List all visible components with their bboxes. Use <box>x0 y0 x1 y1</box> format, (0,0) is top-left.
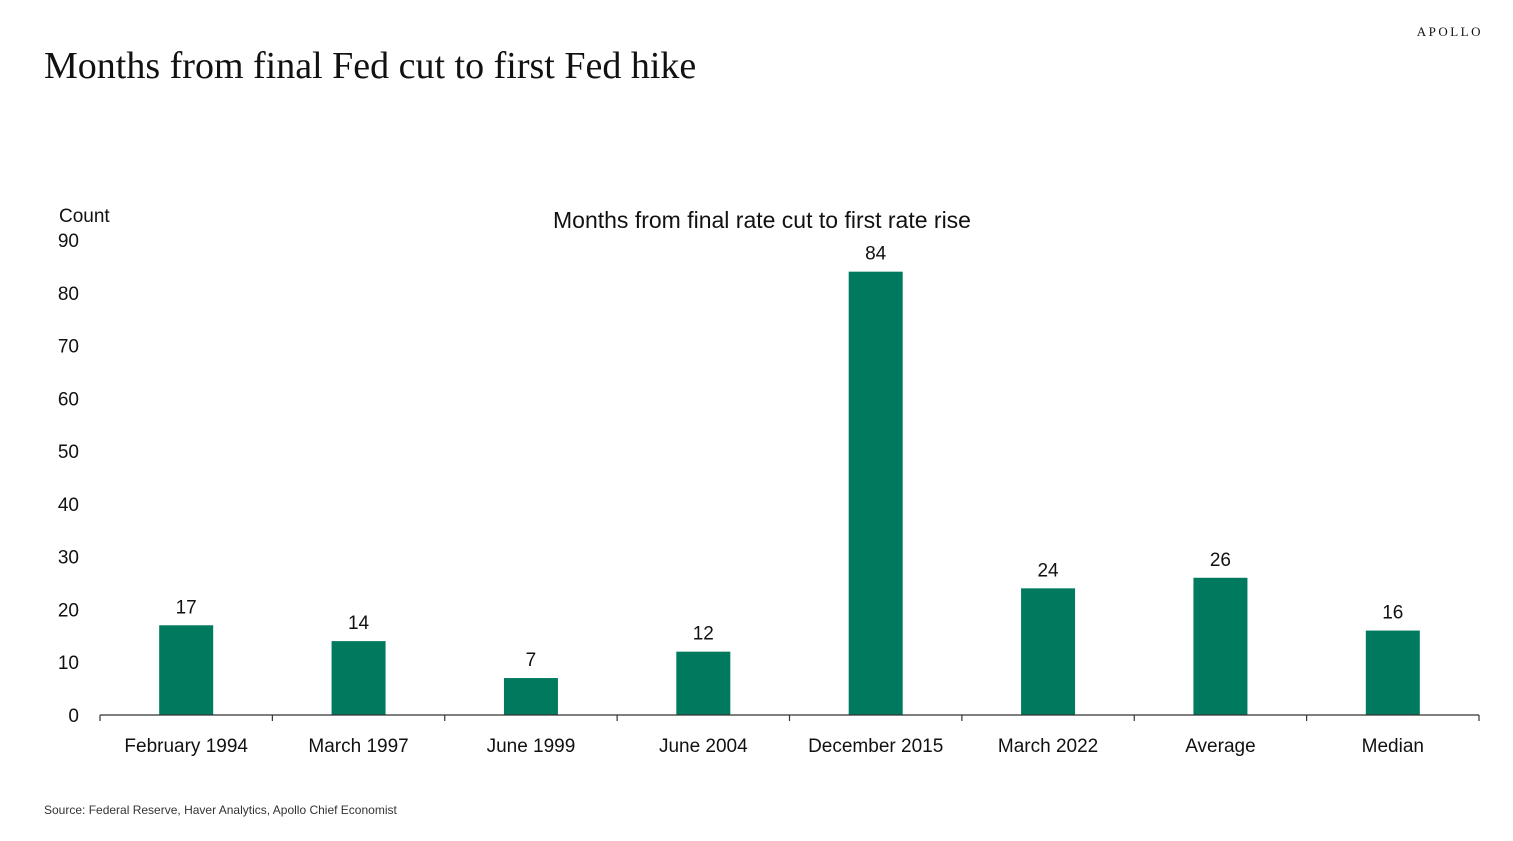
data-label: 16 <box>1382 603 1403 624</box>
bars-group: 17 14 7 12 84 24 26 16 <box>159 244 1420 715</box>
data-label: 12 <box>693 624 714 645</box>
x-tick-label: March 1997 <box>308 736 408 757</box>
bar <box>676 651 731 715</box>
bar <box>848 271 903 715</box>
x-axis: February 1994 March 1997 June 1999 June 200… <box>99 714 1480 757</box>
data-label: 84 <box>865 244 887 265</box>
data-label: 26 <box>1210 550 1231 571</box>
source-note: Source: Federal Reserve, Haver Analytics… <box>44 803 397 817</box>
y-tick-label: 0 <box>68 706 79 727</box>
bar <box>1365 630 1420 715</box>
y-tick-label: 10 <box>58 653 79 674</box>
x-tick-label: December 2015 <box>808 736 943 757</box>
page-title: Months from final Fed cut to first Fed h… <box>44 45 697 87</box>
bar <box>159 625 214 715</box>
chart-title: Months from final rate cut to first rate… <box>553 207 971 233</box>
bar <box>503 678 558 715</box>
bar <box>331 641 386 715</box>
y-tick-label: 90 <box>58 231 79 252</box>
x-tick-label: Median <box>1362 736 1424 757</box>
y-tick-label: 80 <box>58 284 79 305</box>
brand-logo: APOLLO <box>1416 24 1483 39</box>
data-label: 14 <box>348 613 370 634</box>
y-tick-label: 40 <box>58 495 79 516</box>
x-tick-label: March 2022 <box>998 736 1098 757</box>
y-tick-label: 70 <box>58 337 79 358</box>
x-tick-label: June 2004 <box>659 736 748 757</box>
y-tick-label: 50 <box>58 442 79 463</box>
y-tick-label: 20 <box>58 600 79 621</box>
bar <box>1193 577 1248 715</box>
data-label: 24 <box>1037 560 1059 581</box>
x-tick-label: June 1999 <box>487 736 576 757</box>
data-label: 7 <box>526 650 537 671</box>
data-label: 17 <box>176 597 197 618</box>
bar <box>1021 588 1076 715</box>
y-axis-ticks: 0 10 20 30 40 50 60 70 80 90 <box>58 231 79 727</box>
bar-chart: Months from final rate cut to first rate… <box>58 206 1480 757</box>
y-axis-label: Count <box>59 206 110 227</box>
x-tick-label: February 1994 <box>124 736 248 757</box>
x-tick-label: Average <box>1185 736 1255 757</box>
y-tick-label: 30 <box>58 548 79 569</box>
y-tick-label: 60 <box>58 389 79 410</box>
